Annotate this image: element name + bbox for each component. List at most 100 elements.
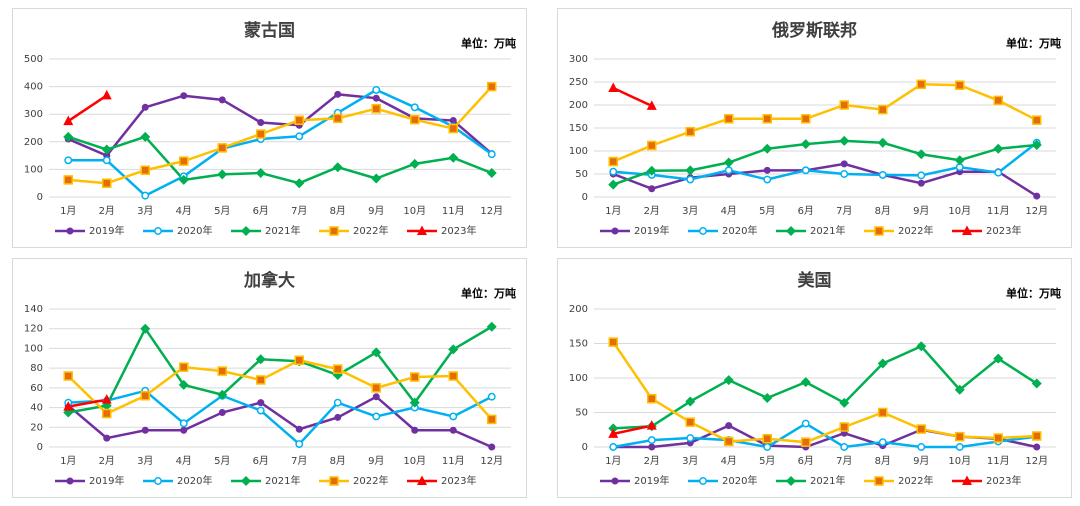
marker [877, 137, 888, 148]
marker [329, 476, 339, 486]
y-tick-label: 250 [569, 77, 588, 88]
marker [63, 371, 73, 381]
marker [102, 156, 111, 165]
marker [487, 81, 497, 92]
marker [699, 477, 707, 485]
marker [64, 156, 73, 165]
marker [762, 433, 772, 444]
series-line [68, 88, 493, 198]
marker [763, 443, 772, 451]
y-tick-label: 0 [37, 192, 43, 203]
marker [1032, 115, 1042, 125]
marker [685, 126, 695, 137]
marker [648, 443, 656, 451]
x-tick-label: 7月 [291, 455, 307, 467]
y-tick-label: 140 [24, 304, 43, 315]
marker [371, 173, 382, 184]
marker [409, 397, 420, 408]
marker [724, 436, 734, 447]
marker [786, 226, 796, 236]
y-tick-label: 100 [569, 373, 588, 384]
x-tick-label: 4月 [176, 205, 192, 217]
marker [877, 358, 888, 369]
marker [724, 114, 734, 124]
x-tick-label: 7月 [836, 455, 852, 467]
y-tick-label: 20 [30, 422, 43, 433]
marker [487, 392, 496, 401]
legend-label: 2020年 [177, 474, 212, 487]
marker [608, 156, 618, 167]
marker [840, 443, 849, 451]
marker [916, 424, 926, 434]
marker [256, 375, 266, 385]
y-tick-label: 200 [24, 137, 43, 148]
marker [763, 166, 771, 174]
x-tick-label: 2月 [644, 455, 660, 467]
x-tick-label: 1月 [60, 205, 76, 217]
marker [218, 96, 226, 104]
y-tick-label: 120 [24, 324, 43, 335]
marker [372, 393, 380, 401]
marker [295, 440, 304, 448]
series-line [612, 83, 1038, 163]
x-tick-label: 2月 [644, 205, 660, 217]
legend-label: 2019年 [89, 474, 124, 487]
marker [878, 104, 888, 115]
x-tick-label: 6月 [798, 205, 814, 217]
marker [372, 412, 381, 421]
series-line [612, 341, 1037, 444]
y-tick-label: 300 [24, 109, 43, 120]
marker [295, 132, 304, 141]
series-line [68, 85, 493, 185]
marker [801, 437, 811, 447]
marker [611, 227, 619, 235]
legend-label: 2020年 [722, 474, 757, 487]
marker [608, 337, 618, 347]
marker [993, 353, 1004, 364]
x-tick-label: 7月 [836, 205, 852, 217]
marker [140, 390, 150, 401]
marker [101, 144, 112, 155]
marker [102, 178, 112, 188]
x-tick-label: 2月 [99, 455, 115, 467]
marker [917, 171, 926, 180]
x-tick-label: 9月 [368, 205, 384, 217]
chart-panel: 俄罗斯联邦 单位：万吨 0 50 100 150 200 250 300 1月 2月 3月 4月 5月 6月… [557, 8, 1072, 248]
x-tick-label: 10月 [948, 205, 971, 217]
marker [63, 175, 73, 185]
x-tick-label: 6月 [253, 205, 269, 217]
marker [608, 423, 619, 434]
chart-panel: 加拿大 单位：万吨 0 20 40 60 80 100 120 140 1月 2月 3月 4月 5月 6月 7月… [12, 258, 527, 498]
marker [295, 425, 303, 433]
marker [410, 114, 420, 125]
marker [448, 152, 459, 163]
marker [686, 175, 695, 184]
marker [256, 406, 265, 415]
x-tick-label: 9月 [913, 455, 929, 467]
marker [916, 341, 927, 352]
y-tick-label: 40 [30, 403, 43, 414]
y-tick-label: 150 [569, 339, 588, 350]
x-tick-label: 5月 [214, 205, 230, 217]
marker [371, 103, 381, 114]
x-tick-label: 7月 [291, 205, 307, 217]
marker [800, 139, 811, 150]
marker [647, 436, 656, 445]
marker [801, 166, 810, 175]
marker [101, 394, 112, 404]
marker [411, 426, 419, 434]
marker [294, 355, 304, 366]
marker [448, 371, 458, 381]
unit-annotation: 单位：万吨 [461, 286, 516, 300]
marker [372, 94, 380, 102]
marker [294, 178, 305, 189]
chart-panel: 美国 单位：万吨 0 50 100 150 200 1月 2月 3月 4月 5月 6月 7月 8月 9月 10月… [557, 258, 1072, 498]
legend-label: 2023年 [986, 224, 1021, 237]
marker [954, 155, 965, 166]
x-tick-label: 5月 [759, 455, 775, 467]
marker [874, 476, 884, 486]
y-tick-label: 200 [569, 100, 588, 111]
marker [449, 412, 458, 421]
legend-label: 2020年 [177, 224, 212, 237]
